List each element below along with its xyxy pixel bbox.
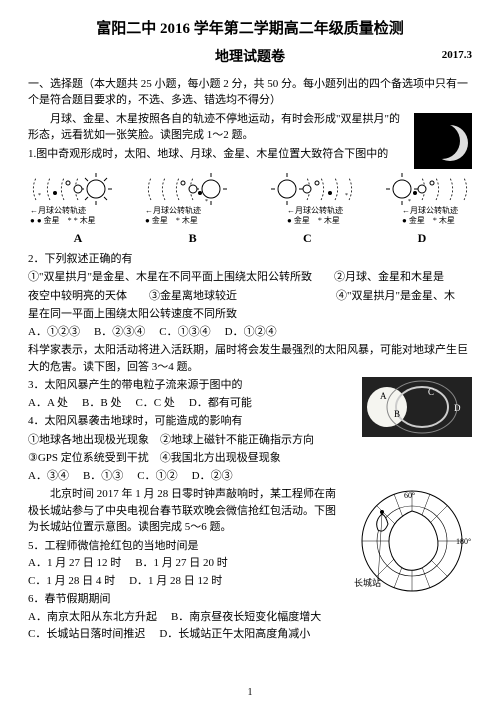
q5-options-row2: C．1 月 28 日 4 时 D．1 月 28 日 12 时 [28, 573, 346, 590]
exam-date: 2017.3 [442, 47, 472, 64]
q1-diagrams: * ←月球公转轨迹 ● ● 金星 * * 木星 A * ←月球公转轨迹 ● [28, 173, 472, 247]
q4-opt-a: A．③④ [28, 468, 69, 485]
q6-options-row1: A．南京太阳从东北方升起 B．南京昼夜长短变化幅度增大 [28, 609, 472, 626]
svg-text:←月球公转轨迹: ←月球公转轨迹 [287, 205, 343, 215]
q3-opt-d: D．都有可能 [189, 395, 252, 412]
diagram-d-label: D [372, 229, 472, 247]
exam-subtitle: 地理试题卷 [215, 47, 285, 68]
svg-text:C: C [428, 387, 434, 397]
svg-text:D: D [454, 403, 461, 413]
q5-opt-c: C．1 月 28 日 4 时 [28, 573, 115, 590]
svg-text:长城站: 长城站 [354, 577, 381, 588]
q2-opt-b: B．②③④ [94, 324, 145, 341]
diagram-d: * ←月球公转轨迹 ● 金星 * 木星 D [372, 173, 472, 247]
q2-opt-c: C．①③④ [159, 324, 210, 341]
q4-opt-d: D．②③ [192, 468, 233, 485]
svg-text:←月球公转轨迹: ←月球公转轨迹 [402, 205, 458, 215]
orbit-diagram-c-icon: * ←月球公转轨迹 ● 金星 * 木星 [257, 173, 357, 227]
q4-items2: ③GPS 定位系统受到干扰 ④我国北方出现极昼现象 [28, 450, 472, 467]
solar-storm-figure: A B C D [362, 377, 472, 437]
svg-text:180°: 180° [456, 537, 471, 546]
orbit-diagram-a-icon: * ←月球公转轨迹 ● ● 金星 * * 木星 [28, 173, 128, 227]
svg-text:B: B [394, 409, 400, 419]
q5-opt-d: D．1 月 28 日 12 时 [129, 573, 222, 590]
q6-opt-c: C．长城站日落时间推迟 [28, 626, 145, 643]
q4-opt-c: C．①② [137, 468, 177, 485]
svg-text:60°: 60° [404, 491, 415, 500]
q2-opt-a: A．①②③ [28, 324, 80, 341]
q3-opt-b: B．B 处 [82, 395, 121, 412]
q6-options-row2: C．长城站日落时间推迟 D．长城站正午太阳高度角减小 [28, 626, 472, 643]
svg-text:*: * [408, 199, 411, 205]
svg-text:*: * [38, 193, 41, 199]
q4-options: A．③④ B．①③ C．①② D．②③ [28, 468, 472, 485]
section-1-heading: 一、选择题（本大题共 25 小题，每小题 2 分，共 50 分。每小题列出的四个… [28, 76, 472, 109]
svg-text:←月球公转轨迹: ←月球公转轨迹 [30, 205, 86, 215]
q5-opt-b: B．1 月 27 日 20 时 [135, 555, 228, 572]
subtitle-row: 地理试题卷 2017.3 [28, 47, 472, 68]
page-number: 1 [0, 685, 500, 700]
svg-text:A: A [380, 391, 387, 401]
q2-opt-d: D．①②④ [225, 324, 277, 341]
orbit-diagram-b-icon: * ←月球公转轨迹 ● 金星 * 木星 [143, 173, 243, 227]
q5-options-row1: A．1 月 27 日 12 时 B．1 月 27 日 20 时 [28, 555, 346, 572]
intro-q1-2: 月球、金星、木星按照各自的轨迹不停地运动，有时会形成"双星拱月"的形态，远看犹如… [28, 111, 472, 144]
svg-text:*: * [345, 193, 348, 199]
diagram-c-label: C [257, 229, 357, 247]
svg-text:● 金星 * 木星: ● 金星 * 木星 [145, 215, 198, 225]
exam-title: 富阳二中 2016 学年第二学期高二年级质量检测 [28, 18, 472, 41]
antarctic-map-figure: 60° 180° 长城站 [352, 486, 472, 596]
q1-stem: 1.图中奇观形成时，太阳、地球、月球、金星、木星位置大致符合下图中的 [28, 146, 472, 163]
q2-line2: 夜空中较明亮的天体 ③金星离地球较近 ④"双星拱月"是金星、木 [28, 288, 472, 305]
q3-opt-c: C．C 处 [135, 395, 174, 412]
crescent-moon-figure [414, 113, 472, 169]
diagram-b: * ←月球公转轨迹 ● 金星 * 木星 B [143, 173, 243, 247]
diagram-a: * ←月球公转轨迹 ● ● 金星 * * 木星 A [28, 173, 128, 247]
intro-q3-4: 科学家表示，太阳活动将进入活跃期，届时将会发生最强烈的太阳风暴，可能对地球产生巨… [28, 342, 472, 375]
svg-text:● 金星 * 木星: ● 金星 * 木星 [402, 215, 455, 225]
svg-text:←月球公转轨迹: ←月球公转轨迹 [145, 205, 201, 215]
q4-opt-b: B．①③ [83, 468, 123, 485]
q2-line3: 星在同一平面上围绕太阳公转速度不同所致 [28, 306, 472, 323]
diagram-b-label: B [143, 229, 243, 247]
diagram-a-label: A [28, 229, 128, 247]
q5-opt-a: A．1 月 27 日 12 时 [28, 555, 121, 572]
q6-opt-d: D．长城站正午太阳高度角减小 [159, 626, 310, 643]
svg-text:● 金星 * 木星: ● 金星 * 木星 [287, 215, 340, 225]
crescent-icon [432, 125, 468, 161]
q2-line1: ①"双星拱月"是金星、木星在不同平面上围绕太阳公转所致 ②月球、金星和木星是 [28, 269, 472, 286]
q3-opt-a: A．A 处 [28, 395, 68, 412]
q2-options: A．①②③ B．②③④ C．①③④ D．①②④ [28, 324, 472, 341]
orbit-diagram-d-icon: * ←月球公转轨迹 ● 金星 * 木星 [372, 173, 472, 227]
q3-options: A．A 处 B．B 处 C．C 处 D．都有可能 [28, 395, 356, 412]
q6-opt-a: A．南京太阳从东北方升起 [28, 609, 157, 626]
q6-opt-b: B．南京昼夜长短变化幅度增大 [171, 609, 321, 626]
q2-stem: 2．下列叙述正确的有 [28, 251, 472, 268]
diagram-c: * ←月球公转轨迹 ● 金星 * 木星 C [257, 173, 357, 247]
svg-text:*: * [205, 199, 208, 205]
svg-text:● ● 金星 * * 木星: ● ● 金星 * * 木星 [30, 215, 96, 225]
